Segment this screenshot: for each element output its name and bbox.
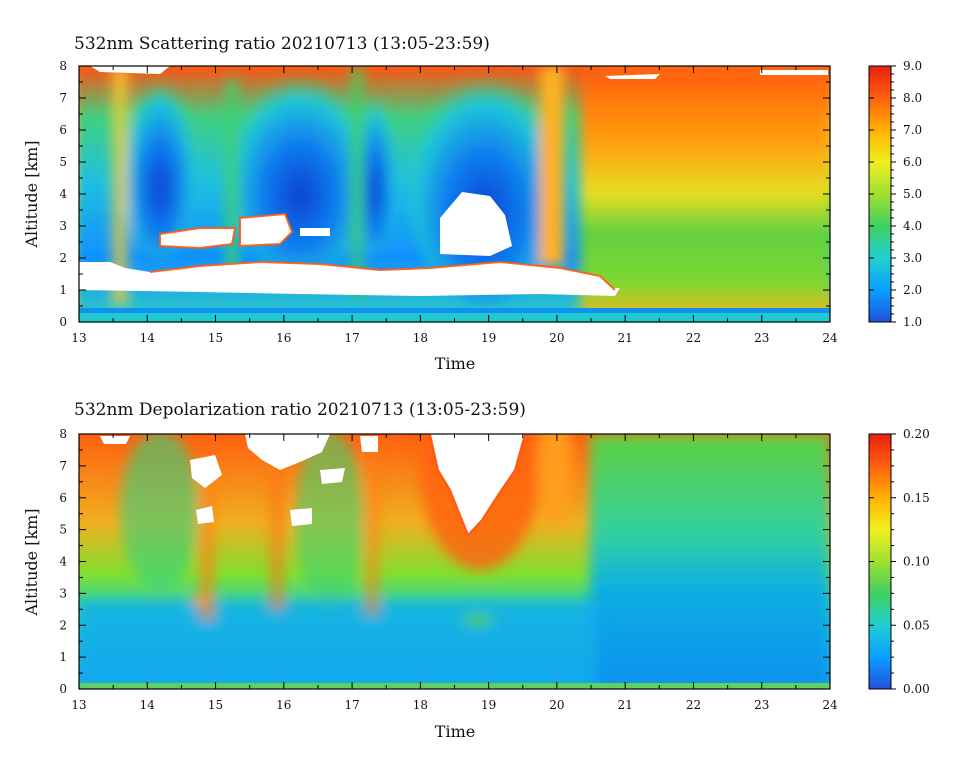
depolarization-x-tick-label: 17 (344, 698, 359, 712)
depolarization-y-tick-label: 2 (59, 618, 67, 632)
scattering-y-tick-label: 3 (59, 219, 67, 233)
scattering-colorbar-tick-label: 8.0 (903, 91, 922, 105)
scattering-x-tick-label: 18 (413, 331, 428, 345)
scattering-x-tick-label: 19 (481, 331, 496, 345)
depolarization-y-tick-label: 7 (59, 459, 67, 473)
scattering-colorbar-tick-label: 4.0 (903, 219, 922, 233)
scattering-y-tick-label: 8 (59, 59, 67, 73)
scattering-x-tick-label: 15 (208, 331, 223, 345)
depolarization-heatmap (79, 434, 830, 689)
scattering-colorbar: 1.0 2.0 3.0 4.0 5.0 6.0 7.0 8.0 9.0 (868, 59, 922, 329)
depolarization-colorbar-tick-label: 0.15 (903, 491, 930, 505)
depolarization-x-tick-label: 21 (618, 698, 633, 712)
scattering-y-tick-label: 5 (59, 155, 67, 169)
scattering-colorbar-tick-label: 1.0 (903, 315, 922, 329)
scattering-colorbar-tick-label: 3.0 (903, 251, 922, 265)
scattering-x-tick-label: 20 (549, 331, 564, 345)
depolarization-x-tick-label: 24 (822, 698, 838, 712)
depolarization-x-tick-label: 13 (71, 698, 86, 712)
scattering-heatmap (79, 66, 830, 322)
scattering-y-tick-label: 0 (59, 315, 67, 329)
scattering-colorbar-tick-label: 6.0 (903, 155, 922, 169)
depolarization-x-tick-label: 16 (276, 698, 291, 712)
depolarization-x-tick-label: 14 (140, 698, 156, 712)
depolarization-ratio-panel: 532nm Depolarization ratio 20210713 (13:… (22, 400, 930, 741)
depolarization-x-tick-label: 20 (549, 698, 564, 712)
scattering-x-tick-label: 14 (140, 331, 156, 345)
depolarization-y-tick-label: 8 (59, 427, 67, 441)
depolarization-x-tick-label: 18 (413, 698, 428, 712)
depolarization-y-tick-label: 4 (59, 555, 67, 569)
scattering-x-tick-label: 24 (822, 331, 838, 345)
scattering-y-tick-label: 4 (59, 187, 67, 201)
depolarization-x-tick-label: 19 (481, 698, 496, 712)
depolarization-saturated-regions (100, 434, 525, 535)
depolarization-y-tick-label: 3 (59, 586, 67, 600)
depolarization-colorbar-tick-label: 0.20 (903, 427, 930, 441)
scattering-y-axis-label: Altitude [km] (22, 140, 41, 248)
scattering-y-tick-label: 1 (59, 283, 67, 297)
scattering-x-tick-label: 22 (686, 331, 701, 345)
scattering-ratio-panel: 532nm Scattering ratio 20210713 (13:05-2… (22, 34, 922, 373)
depolarization-y-tick-label: 5 (59, 523, 67, 537)
depolarization-y-tick-label: 0 (59, 682, 67, 696)
depolarization-colorbar-tick-label: 0.10 (903, 555, 930, 569)
scattering-y-tick-label: 2 (59, 251, 67, 265)
depolarization-x-tick-label: 15 (208, 698, 223, 712)
scattering-colorbar-tick-label: 5.0 (903, 187, 922, 201)
scattering-y-tick-label: 7 (59, 91, 67, 105)
depolarization-x-axis-label: Time (435, 722, 475, 741)
scattering-x-axis-label: Time (435, 354, 475, 373)
scattering-colorbar-tick-label: 2.0 (903, 283, 922, 297)
scattering-x-tick-label: 23 (754, 331, 769, 345)
scattering-title: 532nm Scattering ratio 20210713 (13:05-2… (74, 34, 490, 54)
scattering-colorbar-tick-label: 7.0 (903, 123, 922, 137)
depolarization-colorbar-tick-label: 0.05 (903, 618, 930, 632)
scattering-x-tick-label: 17 (344, 331, 359, 345)
depolarization-y-tick-label: 6 (59, 491, 67, 505)
scattering-x-tick-label: 21 (618, 331, 633, 345)
scattering-colorbar-tick-label: 9.0 (903, 59, 922, 73)
depolarization-y-axis-label: Altitude [km] (22, 508, 41, 616)
scattering-x-tick-label: 16 (276, 331, 291, 345)
scattering-x-tick-label: 13 (71, 331, 86, 345)
scattering-saturated-regions (79, 66, 828, 296)
depolarization-colorbar: 0.00 0.05 0.10 0.15 0.20 (868, 427, 930, 696)
depolarization-x-tick-label: 23 (754, 698, 769, 712)
depolarization-y-tick-label: 1 (59, 650, 67, 664)
scattering-y-tick-label: 6 (59, 123, 67, 137)
depolarization-colorbar-tick-label: 0.00 (903, 682, 930, 696)
depolarization-x-tick-label: 22 (686, 698, 701, 712)
depolarization-title: 532nm Depolarization ratio 20210713 (13:… (74, 400, 526, 420)
